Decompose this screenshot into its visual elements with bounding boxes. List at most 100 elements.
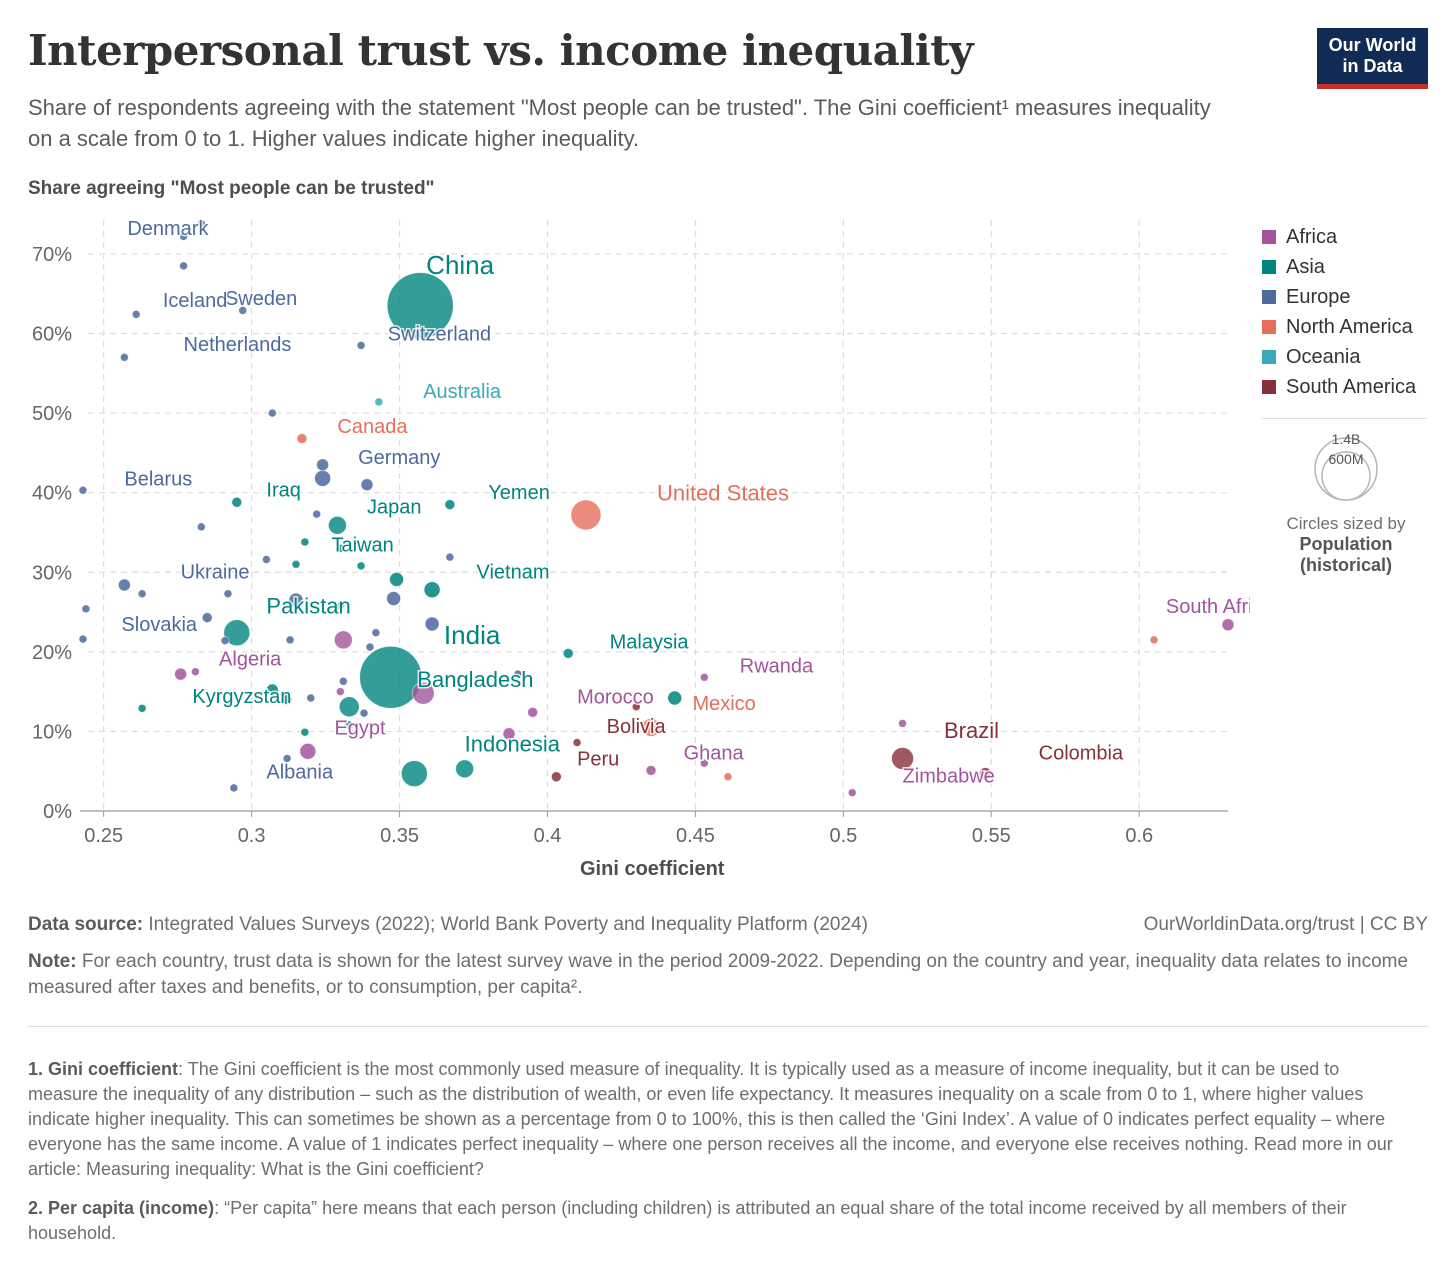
data-point-vietnam[interactable]	[423, 581, 441, 599]
data-point-germany[interactable]	[316, 458, 330, 472]
data-point-country[interactable]	[220, 636, 230, 646]
legend-item-africa[interactable]: Africa	[1262, 222, 1416, 252]
data-point-country[interactable]	[360, 478, 374, 492]
data-point-algeria[interactable]	[174, 667, 187, 681]
legend-item-north-america[interactable]: North America	[1262, 312, 1416, 342]
data-point-united-states[interactable]	[570, 499, 602, 531]
data-point-country[interactable]	[281, 694, 293, 705]
data-point-pakistan[interactable]	[223, 619, 251, 647]
data-point-egypt[interactable]	[299, 742, 317, 760]
data-point-zimbabwe[interactable]	[847, 788, 857, 798]
y-tick-label: 10%	[32, 721, 72, 743]
note-label: Note:	[28, 951, 77, 972]
data-point-country[interactable]	[300, 537, 310, 547]
data-point-country[interactable]	[723, 772, 733, 782]
data-point-country[interactable]	[667, 690, 683, 706]
data-point-denmark[interactable]	[179, 232, 188, 241]
data-point-country[interactable]	[285, 635, 295, 645]
data-point-country[interactable]	[312, 509, 322, 519]
data-point-switzerland[interactable]	[356, 341, 366, 350]
owid-logo[interactable]: Our World in Data	[1317, 28, 1428, 89]
data-point-country[interactable]	[333, 630, 353, 650]
data-point-country[interactable]	[196, 219, 206, 229]
data-point-country[interactable]	[81, 604, 91, 614]
data-point-bolivia[interactable]	[572, 738, 582, 747]
data-point-country[interactable]	[282, 754, 292, 763]
data-point-peru[interactable]	[550, 771, 562, 783]
data-point-country[interactable]	[137, 589, 147, 599]
data-point-country[interactable]	[338, 676, 348, 686]
data-point-ghana[interactable]	[645, 765, 657, 776]
data-point-country[interactable]	[306, 693, 316, 703]
data-point-kyrgyzstan[interactable]	[137, 703, 147, 713]
data-point-australia[interactable]	[374, 397, 384, 407]
data-point-iraq[interactable]	[231, 496, 243, 508]
data-point-belarus[interactable]	[78, 485, 88, 495]
data-point-country[interactable]	[631, 702, 641, 712]
data-point-country[interactable]	[265, 683, 279, 697]
data-point-country[interactable]	[335, 687, 345, 697]
data-point-albania[interactable]	[229, 783, 239, 793]
credit-link[interactable]: OurWorldinData.org/trust | CC BY	[1143, 914, 1428, 935]
data-point-country[interactable]	[267, 408, 277, 418]
data-point-country[interactable]	[201, 612, 213, 624]
data-point-bangladesh[interactable]	[338, 696, 360, 718]
data-point-yemen[interactable]	[444, 499, 456, 511]
size-legend-variable[interactable]: Population	[1299, 534, 1393, 554]
data-point-colombia[interactable]	[978, 767, 992, 780]
data-point-japan[interactable]	[328, 515, 347, 535]
data-point-south-africa[interactable]	[1221, 618, 1235, 632]
legend-item-asia[interactable]: Asia	[1262, 252, 1416, 282]
data-point-malaysia[interactable]	[562, 648, 574, 659]
legend-item-oceania[interactable]: Oceania	[1262, 342, 1416, 372]
data-point-country[interactable]	[291, 559, 301, 569]
data-point-slovakia[interactable]	[78, 634, 88, 644]
data-point-country[interactable]	[389, 572, 404, 587]
source-label: Data source:	[28, 914, 144, 935]
data-point-country[interactable]	[365, 642, 375, 652]
data-point-country[interactable]	[411, 681, 435, 705]
data-point-country[interactable]	[513, 669, 523, 679]
data-point-country[interactable]	[699, 758, 709, 768]
data-point-netherlands[interactable]	[119, 352, 129, 362]
legend-item-europe[interactable]: Europe	[1262, 282, 1416, 312]
data-point-country[interactable]	[288, 592, 304, 608]
data-point-country[interactable]	[898, 719, 907, 728]
data-point-morocco[interactable]	[527, 706, 539, 718]
data-point-mexico[interactable]	[641, 718, 661, 737]
data-point-sweden[interactable]	[238, 306, 248, 315]
data-points	[78, 219, 1235, 798]
data-point-rwanda[interactable]	[699, 672, 709, 682]
data-point-country[interactable]	[335, 601, 345, 611]
data-point-indonesia[interactable]	[400, 760, 428, 787]
data-point-country[interactable]	[1149, 635, 1159, 645]
data-point-country[interactable]	[455, 759, 475, 779]
data-point-country[interactable]	[223, 589, 233, 599]
data-point-country[interactable]	[424, 616, 440, 632]
data-point-country[interactable]	[445, 552, 455, 562]
label-albania: Albania	[266, 761, 334, 783]
legend-item-south-america[interactable]: South America	[1262, 372, 1416, 402]
data-point-country[interactable]	[300, 727, 310, 737]
data-point-country[interactable]	[196, 522, 206, 532]
data-point-country[interactable]	[386, 591, 402, 606]
source-text[interactable]: Integrated Values Surveys (2022); World …	[143, 914, 868, 935]
data-point-india[interactable]	[359, 645, 423, 709]
data-point-country[interactable]	[262, 555, 271, 564]
data-point-country[interactable]	[344, 720, 354, 730]
data-point-country[interactable]	[359, 708, 369, 718]
label-denmark: Denmark	[127, 218, 209, 240]
data-point-country[interactable]	[190, 667, 200, 677]
data-point-brazil[interactable]	[891, 747, 914, 770]
logo-line-1: Our World	[1328, 35, 1417, 55]
data-point-china[interactable]	[386, 272, 454, 340]
data-point-country[interactable]	[179, 261, 188, 271]
data-point-country[interactable]	[356, 561, 366, 571]
data-point-country[interactable]	[502, 727, 516, 741]
data-point-country[interactable]	[371, 628, 381, 638]
data-point-country[interactable]	[314, 469, 332, 487]
data-point-ukraine[interactable]	[117, 578, 131, 592]
data-point-taiwan[interactable]	[335, 543, 345, 553]
data-point-canada[interactable]	[296, 433, 308, 444]
data-point-iceland[interactable]	[131, 310, 141, 319]
